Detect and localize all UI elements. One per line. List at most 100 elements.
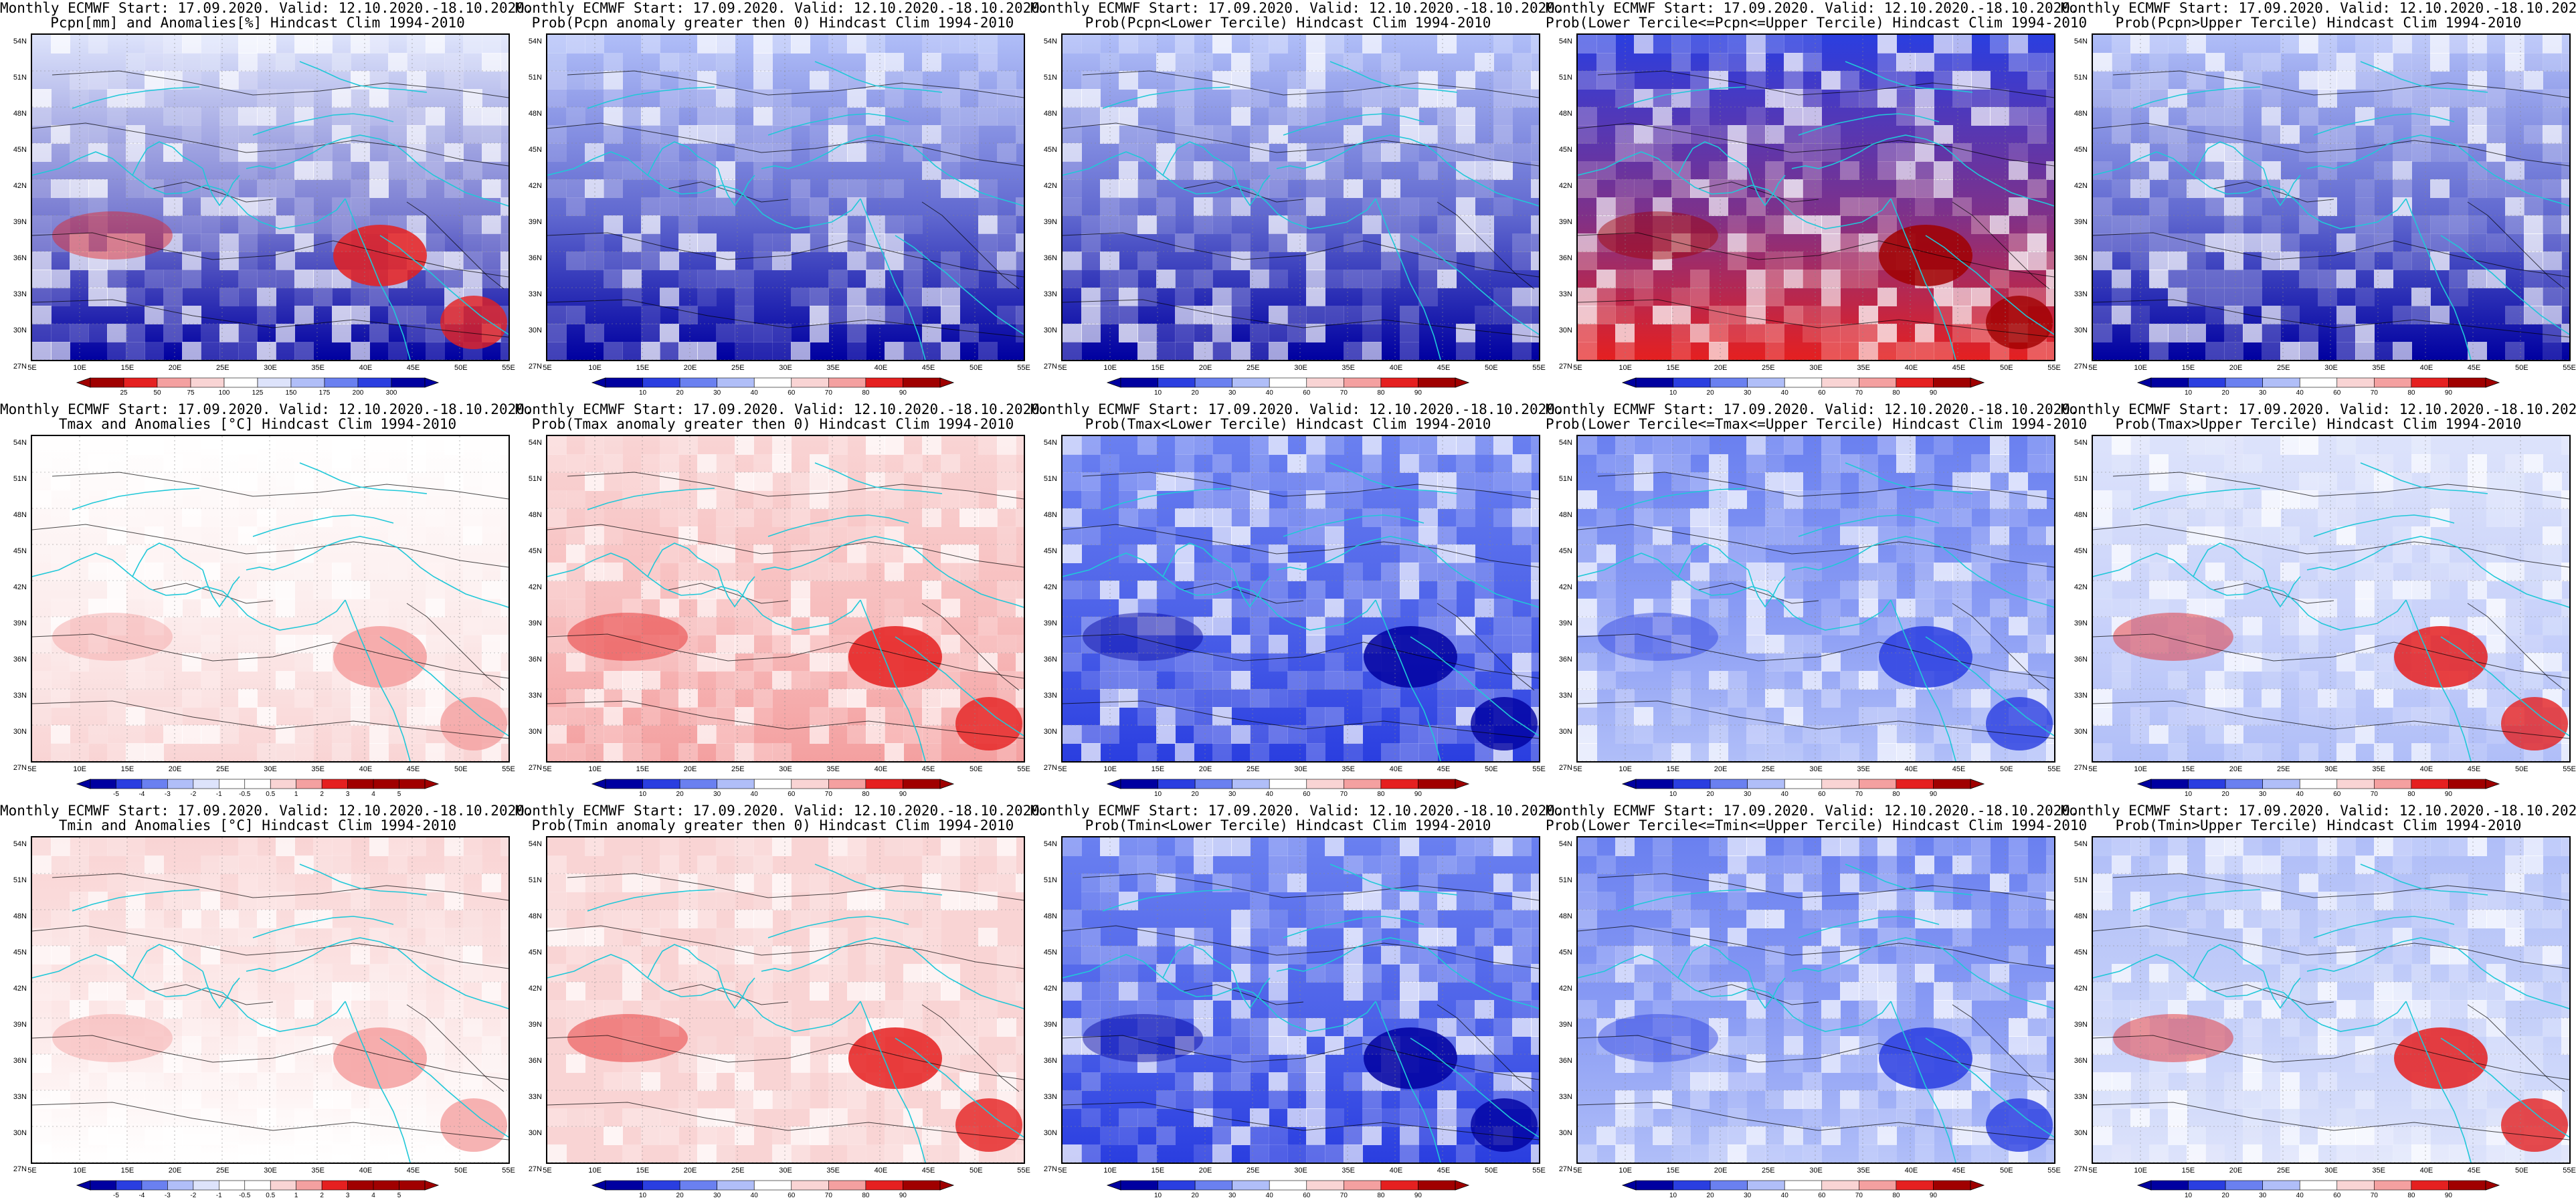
colorbar-tick-label: 80 bbox=[1377, 389, 1385, 397]
graticule bbox=[1578, 837, 2054, 1163]
lat-tick-label: 42N bbox=[2074, 182, 2088, 190]
lon-tick-label: 35E bbox=[311, 1167, 325, 1175]
lon-tick-label: 5E bbox=[1058, 1167, 1067, 1175]
colorbar-tick-label: 30 bbox=[1744, 389, 1752, 397]
panel-title: Monthly ECMWF Start: 17.09.2020. Valid: … bbox=[0, 803, 533, 819]
field-cells bbox=[1578, 436, 2054, 761]
lat-tick-label: 51N bbox=[2074, 475, 2088, 483]
colorbar bbox=[2136, 377, 2500, 388]
lon-tick-label: 25E bbox=[1247, 765, 1260, 773]
lat-tick-label: 42N bbox=[528, 583, 542, 591]
map-panel-tmin-middle: Monthly ECMWF Start: 17.09.2020. Valid: … bbox=[1546, 803, 2088, 1204]
map-area bbox=[1576, 836, 2055, 1164]
lat-tick-label: 39N bbox=[1558, 619, 1572, 627]
lat-tick-label: 42N bbox=[1558, 583, 1572, 591]
lon-tick-label: 20E bbox=[683, 1167, 697, 1175]
colorbar-tick-label: 90 bbox=[1929, 791, 1937, 798]
colorbar-tick-label: 150 bbox=[285, 389, 297, 397]
lat-tick-label: 42N bbox=[1558, 985, 1572, 993]
lat-tick-label: 51N bbox=[1558, 74, 1572, 82]
colorbar-tick-label: 70 bbox=[1340, 389, 1348, 397]
lat-tick-label: 30N bbox=[2074, 326, 2088, 334]
colorbar-tick-label: 20 bbox=[1706, 389, 1714, 397]
colorbar-tick-label: 20 bbox=[1191, 1192, 1199, 1199]
colorbar-tick-label: 80 bbox=[2407, 791, 2415, 798]
lat-tick-label: 45N bbox=[13, 547, 27, 555]
lon-tick-label: 45E bbox=[921, 1167, 935, 1175]
contour-lines bbox=[547, 70, 1024, 338]
lon-tick-label: 30E bbox=[264, 765, 277, 773]
coastlines bbox=[1063, 61, 1539, 360]
lat-tick-label: 30N bbox=[1043, 1129, 1057, 1137]
lat-tick-label: 48N bbox=[528, 511, 542, 519]
map-panel-tmin-gt0: Monthly ECMWF Start: 17.09.2020. Valid: … bbox=[515, 803, 1048, 1204]
map-panel-tmin-upper: Monthly ECMWF Start: 17.09.2020. Valid: … bbox=[2061, 803, 2576, 1204]
colorbar-tick-label: 30 bbox=[713, 791, 721, 798]
map-area bbox=[2092, 33, 2571, 361]
colorbar-tick-label: 80 bbox=[862, 389, 870, 397]
map-area bbox=[1061, 33, 1540, 361]
contour-lines bbox=[2093, 873, 2569, 1140]
lat-tick-label: 45N bbox=[1558, 146, 1572, 154]
lon-tick-label: 40E bbox=[1904, 364, 1918, 372]
map-panel-tmax-middle: Monthly ECMWF Start: 17.09.2020. Valid: … bbox=[1546, 401, 2087, 803]
colorbar-tick-label: 125 bbox=[252, 389, 264, 397]
field-cells bbox=[547, 837, 1024, 1163]
lon-tick-label: 10E bbox=[1103, 1167, 1117, 1175]
map-area bbox=[1576, 435, 2055, 763]
lon-tick-label: 55E bbox=[1017, 765, 1030, 773]
graticule bbox=[547, 35, 1024, 360]
lon-tick-label: 10E bbox=[1619, 765, 1632, 773]
map-panel-pcpn-upper: Monthly ECMWF Start: 17.09.2020. Valid: … bbox=[2061, 0, 2576, 401]
lat-tick-label: 39N bbox=[2074, 619, 2088, 627]
lat-tick-label: 36N bbox=[1043, 1057, 1057, 1065]
lat-tick-label: 27N bbox=[1043, 1165, 1057, 1173]
lon-tick-label: 45E bbox=[1437, 765, 1451, 773]
lon-tick-label: 55E bbox=[1017, 1167, 1030, 1175]
panel-subtitle: Prob(Lower Tercile<=Tmin<=Upper Tercile)… bbox=[1546, 817, 2088, 833]
panel-subtitle: Tmax and Anomalies [°C] Hindcast Clim 19… bbox=[58, 416, 457, 432]
coastlines bbox=[547, 462, 1024, 761]
colorbar-tick-label: 30 bbox=[713, 389, 721, 397]
lon-tick-label: 50E bbox=[970, 364, 983, 372]
lat-tick-label: 45N bbox=[528, 146, 542, 154]
colorbar-tick-label: 20 bbox=[2221, 389, 2229, 397]
colorbar-tick-label: 25 bbox=[120, 389, 128, 397]
lon-tick-label: 25E bbox=[2277, 1167, 2290, 1175]
colorbar-tick-label: 10 bbox=[1669, 1192, 1677, 1199]
lat-tick-label: 54N bbox=[528, 37, 542, 45]
lat-tick-label: 42N bbox=[13, 583, 27, 591]
graticule bbox=[1578, 436, 2054, 761]
lon-tick-label: 30E bbox=[1294, 364, 1307, 372]
lat-tick-label: 36N bbox=[1043, 254, 1057, 262]
colorbar-tick-label: 75 bbox=[187, 389, 195, 397]
lat-tick-label: 48N bbox=[1043, 912, 1057, 920]
lon-tick-label: 15E bbox=[636, 1167, 650, 1175]
lon-tick-label: 20E bbox=[1198, 765, 1212, 773]
lon-tick-label: 45E bbox=[1952, 765, 1966, 773]
lat-tick-label: 51N bbox=[1043, 475, 1057, 483]
colorbar-tick-label: 80 bbox=[862, 791, 870, 798]
lon-tick-label: 30E bbox=[779, 364, 792, 372]
lon-tick-label: 30E bbox=[1294, 1167, 1307, 1175]
lon-tick-label: 15E bbox=[636, 364, 650, 372]
lat-tick-label: 39N bbox=[1043, 218, 1057, 226]
map-area bbox=[546, 33, 1025, 361]
panel-title: Monthly ECMWF Start: 17.09.2020. Valid: … bbox=[0, 0, 533, 16]
lat-tick-label: 33N bbox=[528, 290, 542, 298]
colorbar-tick-label: 40 bbox=[750, 1192, 758, 1199]
lon-tick-label: 30E bbox=[264, 1167, 277, 1175]
lat-tick-label: 39N bbox=[528, 218, 542, 226]
lon-tick-label: 20E bbox=[1198, 1167, 1212, 1175]
map-canvas bbox=[547, 35, 1024, 360]
lat-tick-label: 48N bbox=[1043, 511, 1057, 519]
map-panel-tmax-upper: Monthly ECMWF Start: 17.09.2020. Valid: … bbox=[2061, 401, 2576, 803]
anomaly-hotspots bbox=[2113, 1014, 2568, 1152]
lon-tick-label: 50E bbox=[1485, 364, 1498, 372]
graticule bbox=[1063, 837, 1539, 1163]
colorbar-tick-label: 2 bbox=[320, 791, 324, 798]
lat-tick-label: 27N bbox=[528, 1165, 542, 1173]
lat-tick-label: 45N bbox=[1558, 547, 1572, 555]
colorbar-tick-label: 90 bbox=[899, 791, 907, 798]
